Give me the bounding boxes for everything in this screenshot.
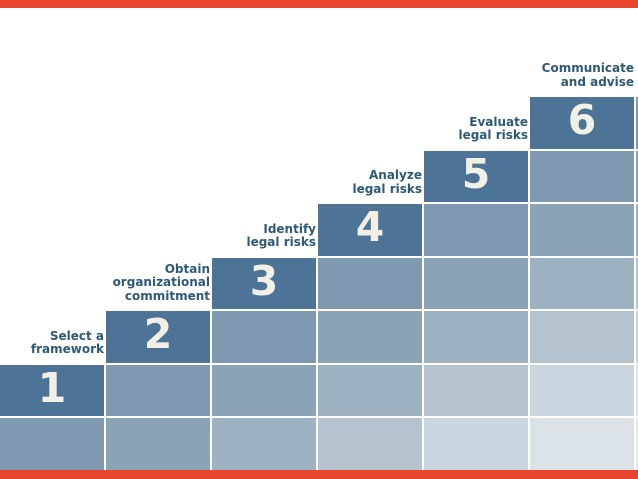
stair-shade-block <box>530 364 634 416</box>
stair-shade-block <box>424 364 528 416</box>
stair-shade-block <box>530 204 634 256</box>
step-block: 3 <box>212 256 316 309</box>
stair-shade-block <box>636 204 638 256</box>
step-label-line: Select a <box>49 328 104 343</box>
step-label-line: Analyze <box>369 168 422 182</box>
step-label-line: commitment <box>124 288 210 303</box>
top-accent-bar <box>0 0 638 8</box>
stair-shade-block <box>636 364 638 416</box>
step-label-line: Obtain <box>164 261 210 276</box>
step-label: Obtain organizational commitment <box>112 261 210 304</box>
step-block: 6 <box>530 97 634 149</box>
stair-shade-block <box>424 204 528 256</box>
stair-shade-block <box>530 311 634 363</box>
stair-shade-block <box>424 257 528 309</box>
step-label: Evaluate legal risks <box>458 114 528 143</box>
step-label: Select a framework <box>30 328 104 357</box>
step-number: 4 <box>355 203 385 252</box>
stair-shade-block <box>636 257 638 309</box>
stair-shade-block <box>318 364 422 416</box>
stair-shade-block <box>318 418 422 470</box>
stair-shade-block <box>212 311 316 363</box>
step-block: 4 <box>318 204 422 256</box>
step-label-line: and advise <box>560 74 634 89</box>
stair-shade-block <box>318 311 422 363</box>
stair-shade-block <box>636 311 638 363</box>
step-label: Identify legal risks <box>246 221 316 250</box>
step-label-line: legal risks <box>352 181 422 196</box>
stair-shade-block <box>636 97 638 149</box>
step-block: 1 <box>0 363 104 416</box>
stair-shade-block <box>636 418 638 470</box>
step-number: 5 <box>461 149 491 198</box>
step-number: 6 <box>567 96 597 145</box>
step-label-line: Communicate <box>541 61 634 75</box>
stair-shade-block <box>424 311 528 363</box>
stair-shade-block <box>530 257 634 309</box>
stair-shade-block <box>106 364 210 416</box>
stair-shade-block <box>212 364 316 416</box>
step-label: Communicate and advise <box>541 61 634 89</box>
bottom-accent-bar <box>0 470 638 479</box>
step-label-line: legal risks <box>458 128 528 142</box>
stair-shade-block <box>424 418 528 470</box>
stair-shade-block <box>212 418 316 470</box>
stair-shade-block <box>530 150 634 202</box>
step-label-line: Evaluate <box>469 114 528 129</box>
step-block: 5 <box>424 149 528 202</box>
stair-shade-block <box>0 418 104 470</box>
step-block: 2 <box>106 311 210 363</box>
stair-shade-block <box>318 257 422 309</box>
step-label: Analyze legal risks <box>352 168 422 196</box>
step-label-line: legal risks <box>246 235 316 249</box>
step-number: 3 <box>249 256 279 305</box>
step-number: 2 <box>143 310 173 359</box>
step-label-line: framework <box>30 342 104 356</box>
step-label-line: organizational <box>112 275 210 289</box>
stair-shade-block <box>106 418 210 470</box>
step-label-line: Identify <box>263 221 316 236</box>
stair-shade-block <box>636 150 638 202</box>
step-number: 1 <box>37 363 67 412</box>
stair-shade-block <box>530 418 634 470</box>
